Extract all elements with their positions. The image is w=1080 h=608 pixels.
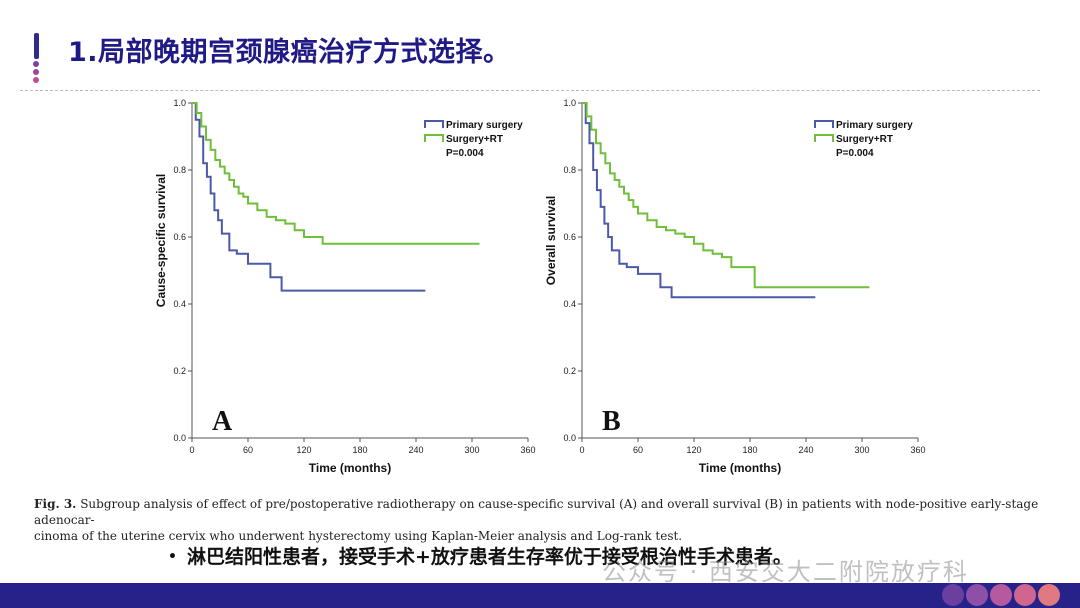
figure-caption: Fig. 3. Subgroup analysis of effect of p… (34, 496, 1064, 544)
panel-a-y-tick-label: 0.0 (173, 433, 186, 443)
conclusion-text: 淋巴结阳性患者，接受手术+放疗患者生存率优于接受根治性手术患者。 (186, 546, 792, 568)
panel-a-x-tick-label: 240 (408, 445, 423, 455)
panel-b-legend-label: Primary surgery (836, 120, 913, 131)
panel-a-legend-label: Surgery+RT (446, 134, 503, 145)
figure-label: Fig. 3. (34, 497, 77, 511)
panel-a-x-tick-label: 120 (296, 445, 311, 455)
panel-a-x-tick-label: 60 (243, 445, 253, 455)
conclusion-bullet: • 淋巴结阳性患者，接受手术+放疗患者生存率优于接受根治性手术患者。 (168, 542, 792, 569)
panel-b-legend-swatch (814, 120, 834, 128)
panel-a-x-tick-label: 0 (189, 445, 194, 455)
panel-b-x-tick-label: 240 (798, 445, 813, 455)
panel-b-y-tick-label: 1.0 (563, 98, 576, 108)
panel-a-y-tick-label: 0.4 (173, 299, 186, 309)
panel-b-panel-label: B (602, 406, 621, 437)
panel-a-series-line-primary-surgery (192, 102, 426, 292)
panel-a-p-value: P=0.004 (446, 148, 484, 159)
panel-a-x-tick-label: 300 (464, 445, 479, 455)
panel-a-x-axis-label: Time (months) (309, 461, 391, 475)
panel-a-panel-label: A (212, 406, 233, 437)
caption-line-1: Subgroup analysis of effect of pre/posto… (34, 497, 1039, 527)
title-accent-dots (33, 61, 41, 85)
panel-a-y-tick-label: 0.8 (173, 165, 186, 175)
panel-b-x-tick-label: 0 (579, 445, 584, 455)
page-title: 1.局部晚期宫颈腺癌治疗方式选择。 (68, 37, 511, 68)
panel-a-y-tick-label: 0.2 (173, 366, 186, 376)
panel-b-p-value: P=0.004 (836, 148, 874, 159)
panel-b-y-tick-label: 0.2 (563, 366, 576, 376)
panel-b-y-tick-label: 0.0 (563, 433, 576, 443)
panel-a-y-axis-label: Cause-specific survival (154, 174, 168, 307)
panel-a-y-tick-label: 1.0 (173, 98, 186, 108)
caption-line-2: cinoma of the uterine cervix who underwe… (34, 529, 683, 543)
panel-b-x-axis-label: Time (months) (699, 461, 781, 475)
panel-b-x-tick-label: 360 (910, 445, 925, 455)
bullet-marker: • (168, 549, 177, 565)
panel-b-series-line-primary-surgery (582, 102, 816, 299)
title-accent-bar (34, 33, 39, 59)
panel-b-x-tick-label: 120 (686, 445, 701, 455)
panel-b-x-tick-label: 300 (854, 445, 869, 455)
panel-b-y-tick-label: 0.6 (563, 232, 576, 242)
panel-b-y-tick-label: 0.4 (563, 299, 576, 309)
watermark-text: 公众号 · 西安交大二附院放疗科 (602, 558, 969, 586)
panel-a-legend-swatch (424, 120, 444, 128)
panel-a-legend-label: Primary surgery (446, 120, 523, 131)
panel-b-legend-label: Surgery+RT (836, 134, 893, 145)
panel-a-legend-swatch (424, 134, 444, 142)
title-divider (20, 90, 1040, 91)
panel-b-legend-swatch (814, 134, 834, 142)
chart-a-cause-specific-survival: 0 60 120 180 240 300 360 0.0 0.2 0.4 0.6 0.8 1.0 Time… (154, 98, 536, 475)
panel-b-y-axis-label: Overall survival (544, 196, 558, 285)
panel-b-y-tick-label: 0.8 (563, 165, 576, 175)
panel-b-x-tick-label: 60 (633, 445, 643, 455)
chart-b-overall-survival: 0 60 120 180 240 300 360 0.0 0.2 0.4 0.6 0.8 1.0 Time… (544, 98, 926, 475)
panel-a-x-tick-label: 360 (520, 445, 535, 455)
panel-a-x-tick-label: 180 (352, 445, 367, 455)
panel-b-x-tick-label: 180 (742, 445, 757, 455)
panel-a-y-tick-label: 0.6 (173, 232, 186, 242)
panel-b-series-line-surgery-rt (582, 102, 870, 289)
panel-a-series-line-surgery-rt (192, 102, 480, 245)
footer-decoration-dots (932, 584, 1072, 606)
footer-bar (0, 583, 1080, 608)
